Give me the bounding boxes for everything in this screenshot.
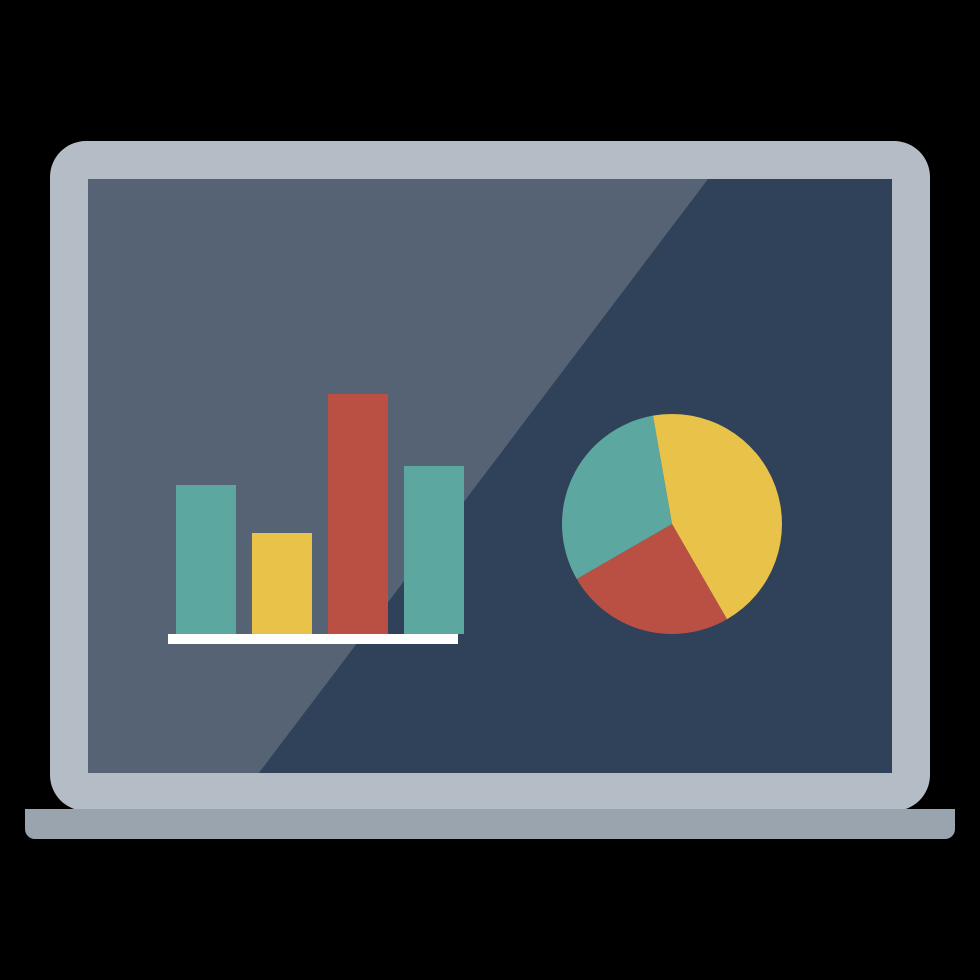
bar [252,533,312,634]
bar-chart [168,394,478,644]
pie-chart [562,414,782,634]
laptop-base [25,809,955,839]
bar [404,466,464,634]
laptop-screen [88,179,892,773]
bar [328,394,388,634]
bar [176,485,236,634]
bar-chart-axis [168,634,458,644]
laptop-frame [50,141,930,811]
bar-chart-bars [168,394,478,634]
laptop-illustration [25,141,955,839]
